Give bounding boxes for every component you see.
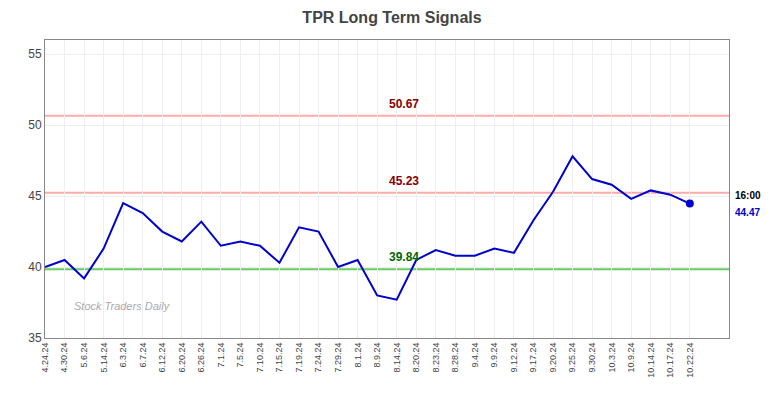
svg-text:10.3.24: 10.3.24 <box>607 343 617 373</box>
svg-text:TPR Long Term Signals: TPR Long Term Signals <box>302 9 481 26</box>
svg-text:45: 45 <box>28 189 42 203</box>
svg-text:9.9.24: 9.9.24 <box>489 343 499 368</box>
svg-text:8.1.24: 8.1.24 <box>353 343 363 368</box>
svg-text:8.20.24: 8.20.24 <box>411 343 421 373</box>
svg-text:8.28.24: 8.28.24 <box>450 343 460 373</box>
svg-text:9.17.24: 9.17.24 <box>528 343 538 373</box>
svg-text:50.67: 50.67 <box>389 97 419 111</box>
svg-text:10.22.24: 10.22.24 <box>685 343 695 378</box>
svg-text:9.20.24: 9.20.24 <box>548 343 558 373</box>
svg-text:6.26.24: 6.26.24 <box>196 343 206 373</box>
svg-text:44.47: 44.47 <box>735 207 760 218</box>
svg-text:4.24.24: 4.24.24 <box>40 343 50 373</box>
svg-text:7.5.24: 7.5.24 <box>235 343 245 368</box>
svg-text:9.30.24: 9.30.24 <box>587 343 597 373</box>
svg-text:6.12.24: 6.12.24 <box>157 343 167 373</box>
svg-text:6.3.24: 6.3.24 <box>118 343 128 368</box>
svg-text:9.12.24: 9.12.24 <box>509 343 519 373</box>
svg-text:45.23: 45.23 <box>389 174 419 188</box>
svg-text:7.29.24: 7.29.24 <box>333 343 343 373</box>
svg-text:40: 40 <box>28 260 42 274</box>
svg-text:10.9.24: 10.9.24 <box>626 343 636 373</box>
svg-text:6.7.24: 6.7.24 <box>138 343 148 368</box>
svg-text:16:00: 16:00 <box>735 190 761 201</box>
svg-text:10.14.24: 10.14.24 <box>646 343 656 378</box>
svg-text:55: 55 <box>28 47 42 61</box>
svg-text:6.20.24: 6.20.24 <box>177 343 187 373</box>
svg-text:7.1.24: 7.1.24 <box>216 343 226 368</box>
svg-text:Stock Traders Daily: Stock Traders Daily <box>74 300 171 312</box>
svg-text:5.6.24: 5.6.24 <box>79 343 89 368</box>
svg-text:7.24.24: 7.24.24 <box>313 343 323 373</box>
svg-text:39.84: 39.84 <box>389 250 419 264</box>
svg-text:7.10.24: 7.10.24 <box>255 343 265 373</box>
svg-text:9.25.24: 9.25.24 <box>567 343 577 373</box>
svg-text:5.14.24: 5.14.24 <box>99 343 109 373</box>
svg-text:7.15.24: 7.15.24 <box>274 343 284 373</box>
svg-text:10.17.24: 10.17.24 <box>665 343 675 378</box>
svg-text:9.4.24: 9.4.24 <box>470 343 480 368</box>
svg-text:7.19.24: 7.19.24 <box>294 343 304 373</box>
svg-text:8.9.24: 8.9.24 <box>372 343 382 368</box>
svg-text:4.30.24: 4.30.24 <box>59 343 69 373</box>
svg-text:8.23.24: 8.23.24 <box>431 343 441 373</box>
svg-text:8.14.24: 8.14.24 <box>392 343 402 373</box>
svg-text:35: 35 <box>28 331 42 345</box>
svg-text:50: 50 <box>28 118 42 132</box>
